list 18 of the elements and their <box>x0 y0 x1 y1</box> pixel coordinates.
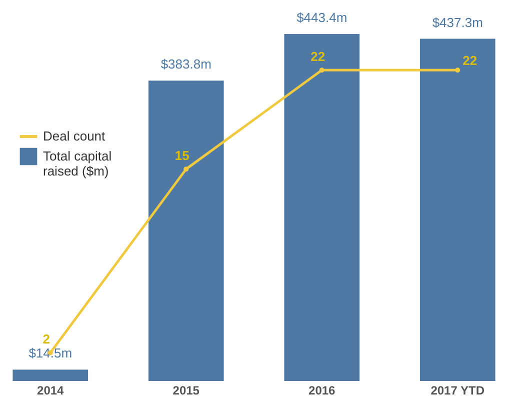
x-tick-label: 2015 <box>172 384 200 398</box>
x-tick-label: 2016 <box>308 384 336 398</box>
bar <box>148 80 224 381</box>
bar <box>12 370 88 381</box>
data-label: 15 <box>174 148 190 164</box>
bar <box>420 38 496 381</box>
data-label: 22 <box>310 49 326 64</box>
data-label: $443.4m <box>296 10 348 26</box>
data-label: 22 <box>462 53 478 68</box>
x-tick-label: 2014 <box>37 384 64 398</box>
x-tick-label: 2017 YTD <box>430 384 485 398</box>
data-label: $437.3m <box>432 14 483 30</box>
bar <box>284 34 360 381</box>
data-label: $383.8m <box>160 56 212 72</box>
data-label: $14.5m <box>28 346 72 361</box>
legend-label: Deal count <box>43 128 106 144</box>
legend-label: Total capital raised ($m) <box>43 148 112 178</box>
data-label: 2 <box>42 332 50 347</box>
